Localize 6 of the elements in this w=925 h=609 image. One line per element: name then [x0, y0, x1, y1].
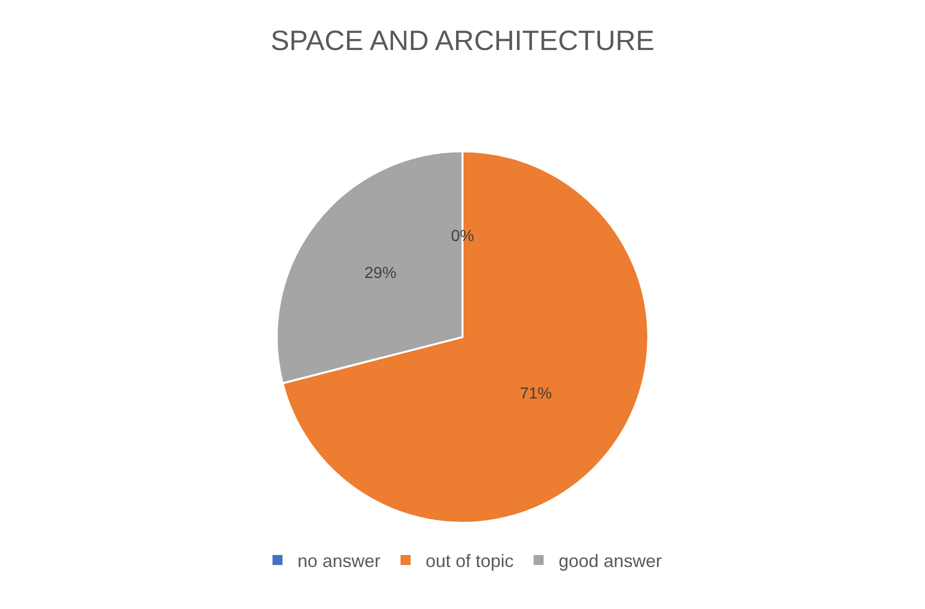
legend-label: good answer — [558, 551, 662, 572]
data-label: 29% — [364, 264, 397, 282]
data-label: 71% — [520, 385, 552, 402]
chart-title: SPACE AND ARCHITECTURE — [270, 25, 654, 56]
legend-label: no answer — [298, 551, 381, 572]
legend-label: out of topic — [426, 551, 514, 572]
